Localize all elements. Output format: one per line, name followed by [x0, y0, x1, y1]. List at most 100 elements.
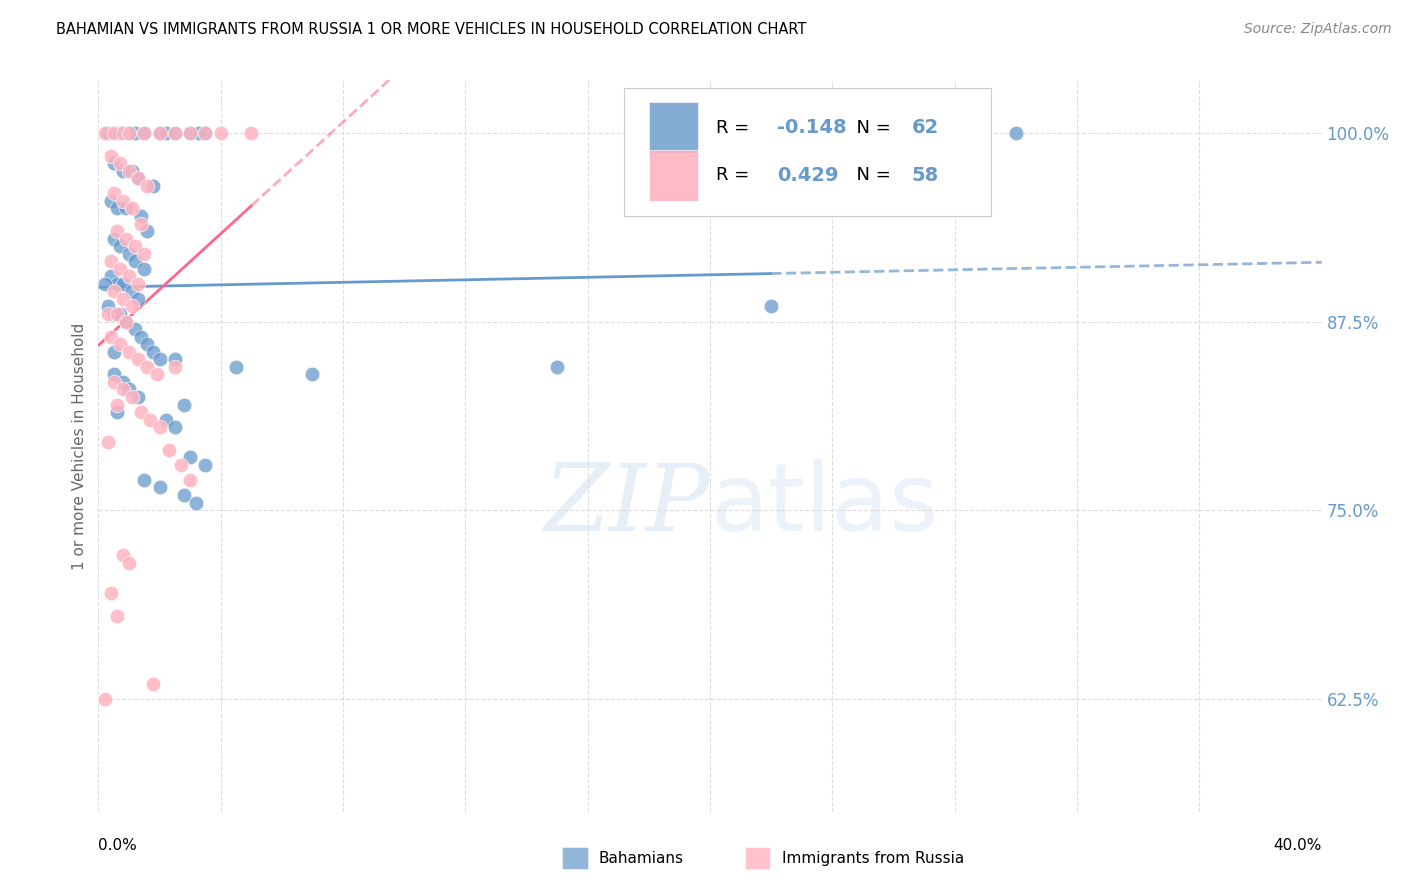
Text: atlas: atlas: [710, 458, 938, 550]
Point: [163, 359, 186, 374]
Point: [121, 163, 143, 178]
Y-axis label: 1 or more Vehicles in Household: 1 or more Vehicles in Household: [72, 322, 87, 570]
Point: [127, 277, 149, 291]
Point: [115, 315, 138, 329]
Point: [121, 390, 143, 404]
FancyBboxPatch shape: [650, 150, 697, 201]
Point: [103, 186, 125, 201]
Point: [163, 352, 186, 367]
Point: [149, 126, 172, 140]
Point: [108, 261, 131, 276]
Point: [115, 232, 138, 246]
Point: [173, 398, 195, 412]
Point: [103, 285, 125, 299]
Point: [118, 126, 141, 140]
Point: [136, 178, 159, 193]
Point: [100, 586, 122, 600]
Text: N =: N =: [845, 167, 896, 185]
Point: [149, 480, 172, 494]
Point: [163, 126, 186, 140]
Point: [155, 412, 177, 426]
Text: ZIP: ZIP: [543, 459, 710, 549]
Point: [209, 126, 232, 140]
Point: [194, 458, 217, 472]
FancyBboxPatch shape: [650, 103, 697, 153]
Point: [163, 126, 186, 140]
Point: [100, 149, 122, 163]
Point: [1004, 126, 1026, 140]
Point: [129, 217, 152, 231]
Point: [179, 126, 201, 140]
Point: [118, 163, 141, 178]
Point: [103, 156, 125, 170]
Point: [103, 375, 125, 389]
Point: [97, 307, 120, 321]
Point: [118, 383, 141, 397]
Point: [103, 307, 125, 321]
Point: [127, 390, 149, 404]
Text: Immigrants from Russia: Immigrants from Russia: [782, 851, 965, 865]
Point: [93, 277, 115, 291]
Point: [118, 246, 141, 260]
Text: 58: 58: [912, 166, 939, 185]
Point: [93, 126, 115, 140]
Text: 40.0%: 40.0%: [1274, 838, 1322, 854]
Point: [111, 277, 134, 291]
Text: Source: ZipAtlas.com: Source: ZipAtlas.com: [1244, 22, 1392, 37]
Point: [179, 473, 201, 487]
Point: [111, 375, 134, 389]
Point: [105, 398, 128, 412]
Point: [97, 126, 120, 140]
Point: [121, 300, 143, 314]
Point: [129, 209, 152, 223]
Point: [155, 126, 177, 140]
Point: [108, 307, 131, 321]
Point: [129, 329, 152, 343]
Point: [111, 126, 134, 140]
Point: [134, 473, 156, 487]
Point: [100, 194, 122, 208]
Point: [100, 254, 122, 268]
Point: [134, 126, 156, 140]
Point: [194, 126, 217, 140]
Point: [103, 232, 125, 246]
Point: [108, 156, 131, 170]
Point: [105, 224, 128, 238]
Point: [142, 178, 165, 193]
Point: [121, 202, 143, 216]
Point: [108, 337, 131, 351]
Point: [179, 126, 201, 140]
Point: [100, 269, 122, 284]
Point: [124, 322, 146, 336]
Text: 62: 62: [912, 119, 939, 137]
Point: [134, 246, 156, 260]
Point: [93, 691, 115, 706]
Point: [121, 285, 143, 299]
Point: [111, 383, 134, 397]
Point: [546, 359, 568, 374]
Point: [111, 292, 134, 306]
Point: [194, 126, 217, 140]
Point: [127, 171, 149, 186]
Point: [105, 202, 128, 216]
Text: 0.429: 0.429: [778, 166, 839, 185]
Point: [761, 300, 783, 314]
Point: [97, 435, 120, 450]
Point: [179, 450, 201, 465]
Text: BAHAMIAN VS IMMIGRANTS FROM RUSSIA 1 OR MORE VEHICLES IN HOUSEHOLD CORRELATION C: BAHAMIAN VS IMMIGRANTS FROM RUSSIA 1 OR …: [56, 22, 807, 37]
Point: [105, 608, 128, 623]
FancyBboxPatch shape: [624, 87, 991, 216]
Point: [301, 368, 323, 382]
Point: [100, 329, 122, 343]
Point: [118, 344, 141, 359]
Point: [103, 344, 125, 359]
Point: [127, 292, 149, 306]
Point: [163, 420, 186, 434]
Point: [118, 126, 141, 140]
Point: [145, 368, 167, 382]
Point: [134, 126, 156, 140]
Point: [149, 352, 172, 367]
Point: [139, 412, 162, 426]
Point: [127, 171, 149, 186]
Point: [170, 458, 193, 472]
